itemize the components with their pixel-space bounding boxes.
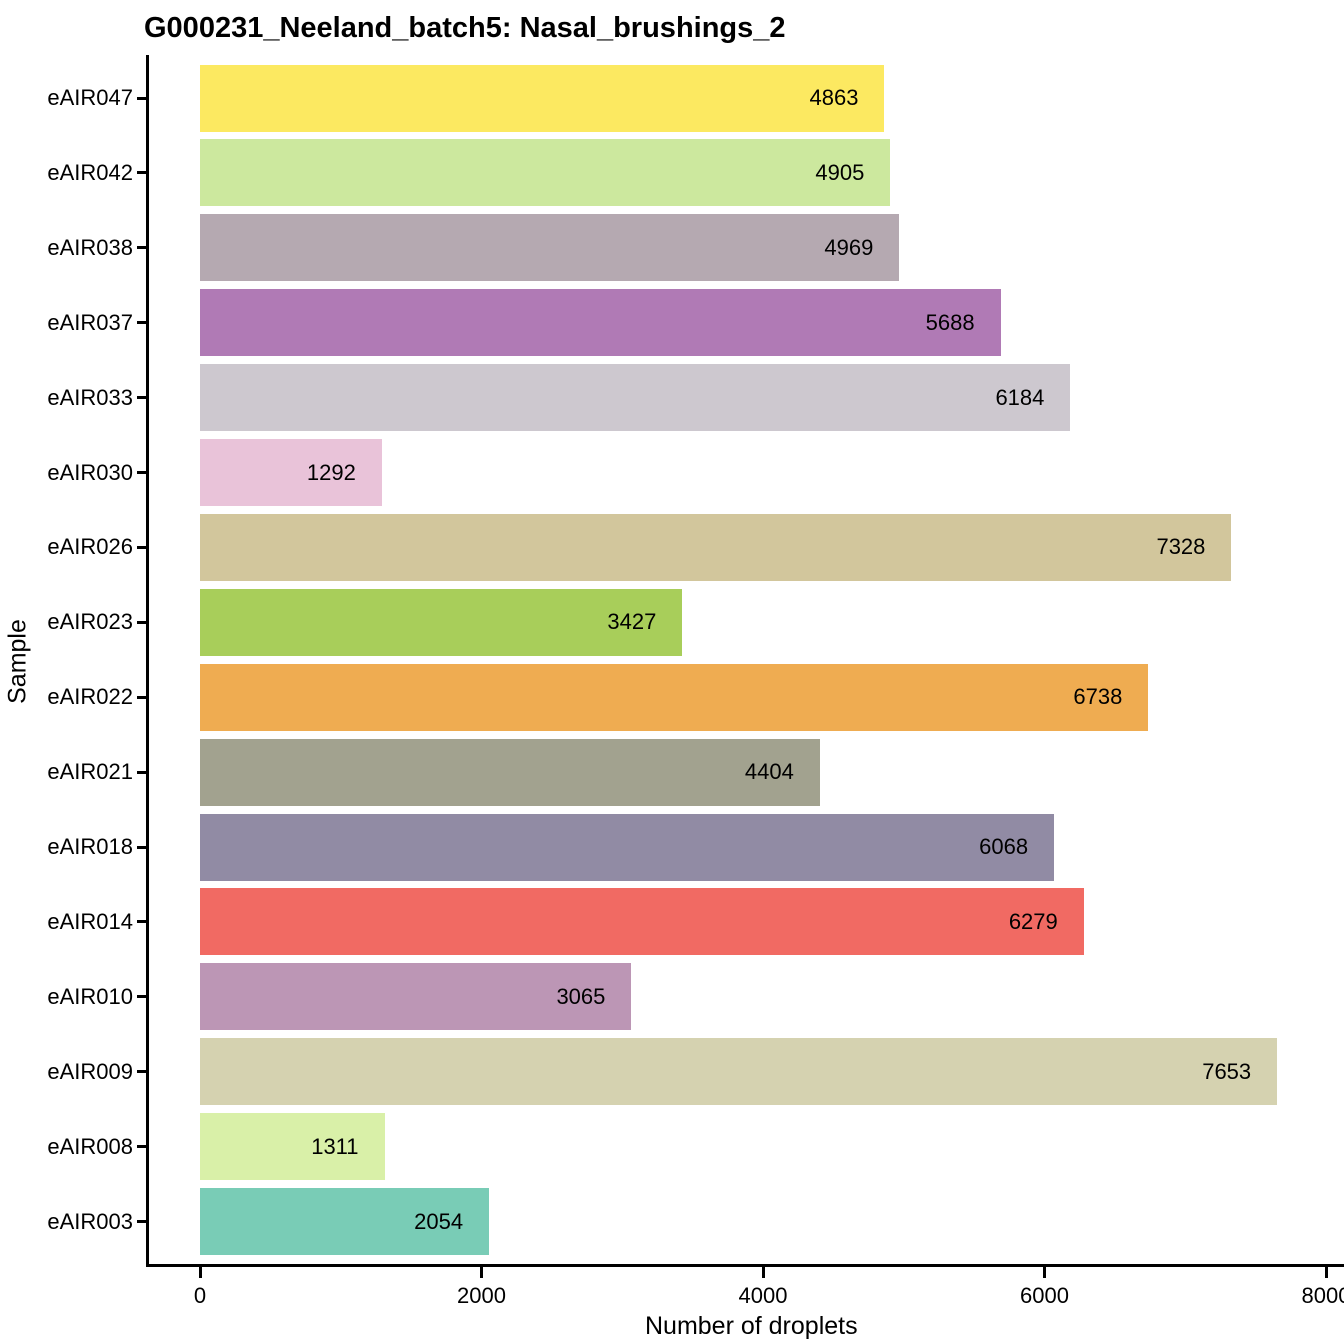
bar-value-label: 3427 (607, 609, 657, 635)
x-tick-6000 (1043, 1267, 1046, 1278)
y-label-eAIR037: eAIR037 (47, 309, 133, 335)
y-label-eAIR018: eAIR018 (47, 834, 133, 859)
bar-value-label: 7328 (1156, 534, 1206, 560)
bar-value-label: 1292 (306, 459, 356, 485)
y-label-eAIR021: eAIR021 (47, 759, 133, 785)
bar-eAIR008: 1311 (200, 1113, 385, 1181)
bar-value-label: 5688 (925, 309, 975, 335)
x-tick-4000 (761, 1267, 765, 1278)
bar-value-label: 6279 (1008, 908, 1058, 934)
y-axis-line (146, 55, 149, 1267)
chart-title: G000231_Neeland_batch5: Nasal_brushings_… (144, 12, 786, 44)
bar-value-label: 4404 (744, 759, 794, 785)
y-axis-title: Sample (3, 619, 32, 704)
y-label-eAIR033: eAIR033 (47, 384, 133, 410)
x-axis-line (146, 1264, 1344, 1267)
x-tick-8000 (1324, 1267, 1328, 1278)
x-tick-label-4000: 4000 (738, 1283, 788, 1308)
x-tick-label-6000: 6000 (1020, 1283, 1069, 1308)
y-label-eAIR008: eAIR008 (47, 1133, 133, 1159)
y-label-eAIR030: eAIR030 (47, 459, 133, 485)
bar-eAIR047: 4863 (200, 64, 885, 132)
y-tick-eAIR009 (137, 1070, 146, 1074)
bar-value-label: 3065 (556, 983, 606, 1009)
bar-value-label: 7653 (1202, 1058, 1252, 1084)
y-tick-eAIR003 (137, 1220, 146, 1223)
bar-value-label: 6068 (979, 834, 1029, 859)
x-axis-title: Number of droplets (645, 1312, 858, 1340)
y-tick-eAIR037 (137, 321, 146, 325)
y-tick-eAIR014 (137, 920, 146, 924)
y-label-eAIR010: eAIR010 (47, 983, 133, 1009)
y-label-eAIR026: eAIR026 (47, 534, 133, 560)
bar-eAIR014: 6279 (200, 888, 1084, 956)
bar-eAIR003: 2054 (200, 1188, 490, 1255)
x-tick-0 (198, 1267, 202, 1278)
y-tick-eAIR038 (137, 246, 146, 250)
y-tick-eAIR008 (137, 1145, 146, 1149)
x-tick-label-0: 0 (193, 1283, 207, 1308)
bar-value-label: 4863 (809, 85, 859, 110)
y-tick-eAIR021 (137, 770, 146, 774)
bar-value-label: 6738 (1073, 684, 1123, 710)
bar-eAIR030: 1292 (200, 439, 382, 506)
bar-eAIR033: 6184 (200, 364, 1071, 432)
bar-value-label: 4969 (824, 234, 874, 260)
bar-value-label: 1311 (311, 1133, 359, 1159)
y-label-eAIR009: eAIR009 (47, 1058, 133, 1084)
x-tick-2000 (480, 1267, 483, 1278)
y-tick-eAIR047 (137, 96, 146, 100)
bar-eAIR042: 4905 (200, 139, 891, 207)
y-tick-eAIR026 (137, 545, 146, 549)
bar-eAIR010: 3065 (200, 963, 632, 1031)
bar-eAIR038: 4969 (200, 214, 900, 282)
bar-eAIR009: 7653 (200, 1038, 1278, 1106)
y-label-eAIR022: eAIR022 (47, 684, 133, 710)
y-tick-eAIR033 (137, 396, 146, 400)
bar-eAIR018: 6068 (200, 813, 1055, 881)
y-label-eAIR023: eAIR023 (47, 609, 133, 635)
bar-value-label: 6184 (995, 384, 1045, 410)
y-label-eAIR014: eAIR014 (47, 908, 133, 934)
y-tick-eAIR018 (137, 845, 146, 849)
x-tick-label-8000: 8000 (1301, 1283, 1344, 1308)
bar-eAIR026: 7328 (200, 513, 1232, 581)
y-tick-eAIR022 (137, 695, 146, 699)
y-tick-eAIR030 (137, 471, 146, 474)
y-label-eAIR038: eAIR038 (47, 234, 133, 260)
y-label-eAIR047: eAIR047 (47, 85, 133, 110)
bar-eAIR021: 4404 (200, 738, 820, 806)
y-tick-eAIR010 (137, 995, 146, 999)
y-tick-eAIR023 (137, 620, 146, 624)
bar-value-label: 2054 (414, 1208, 464, 1234)
y-label-eAIR003: eAIR003 (47, 1208, 133, 1234)
y-tick-eAIR042 (137, 171, 146, 175)
bar-eAIR022: 6738 (200, 663, 1149, 731)
bar-eAIR023: 3427 (200, 588, 683, 656)
bar-value-label: 4905 (815, 159, 865, 185)
bar-eAIR037: 5688 (200, 289, 1001, 357)
x-tick-label-2000: 2000 (457, 1283, 506, 1308)
y-label-eAIR042: eAIR042 (47, 159, 133, 185)
